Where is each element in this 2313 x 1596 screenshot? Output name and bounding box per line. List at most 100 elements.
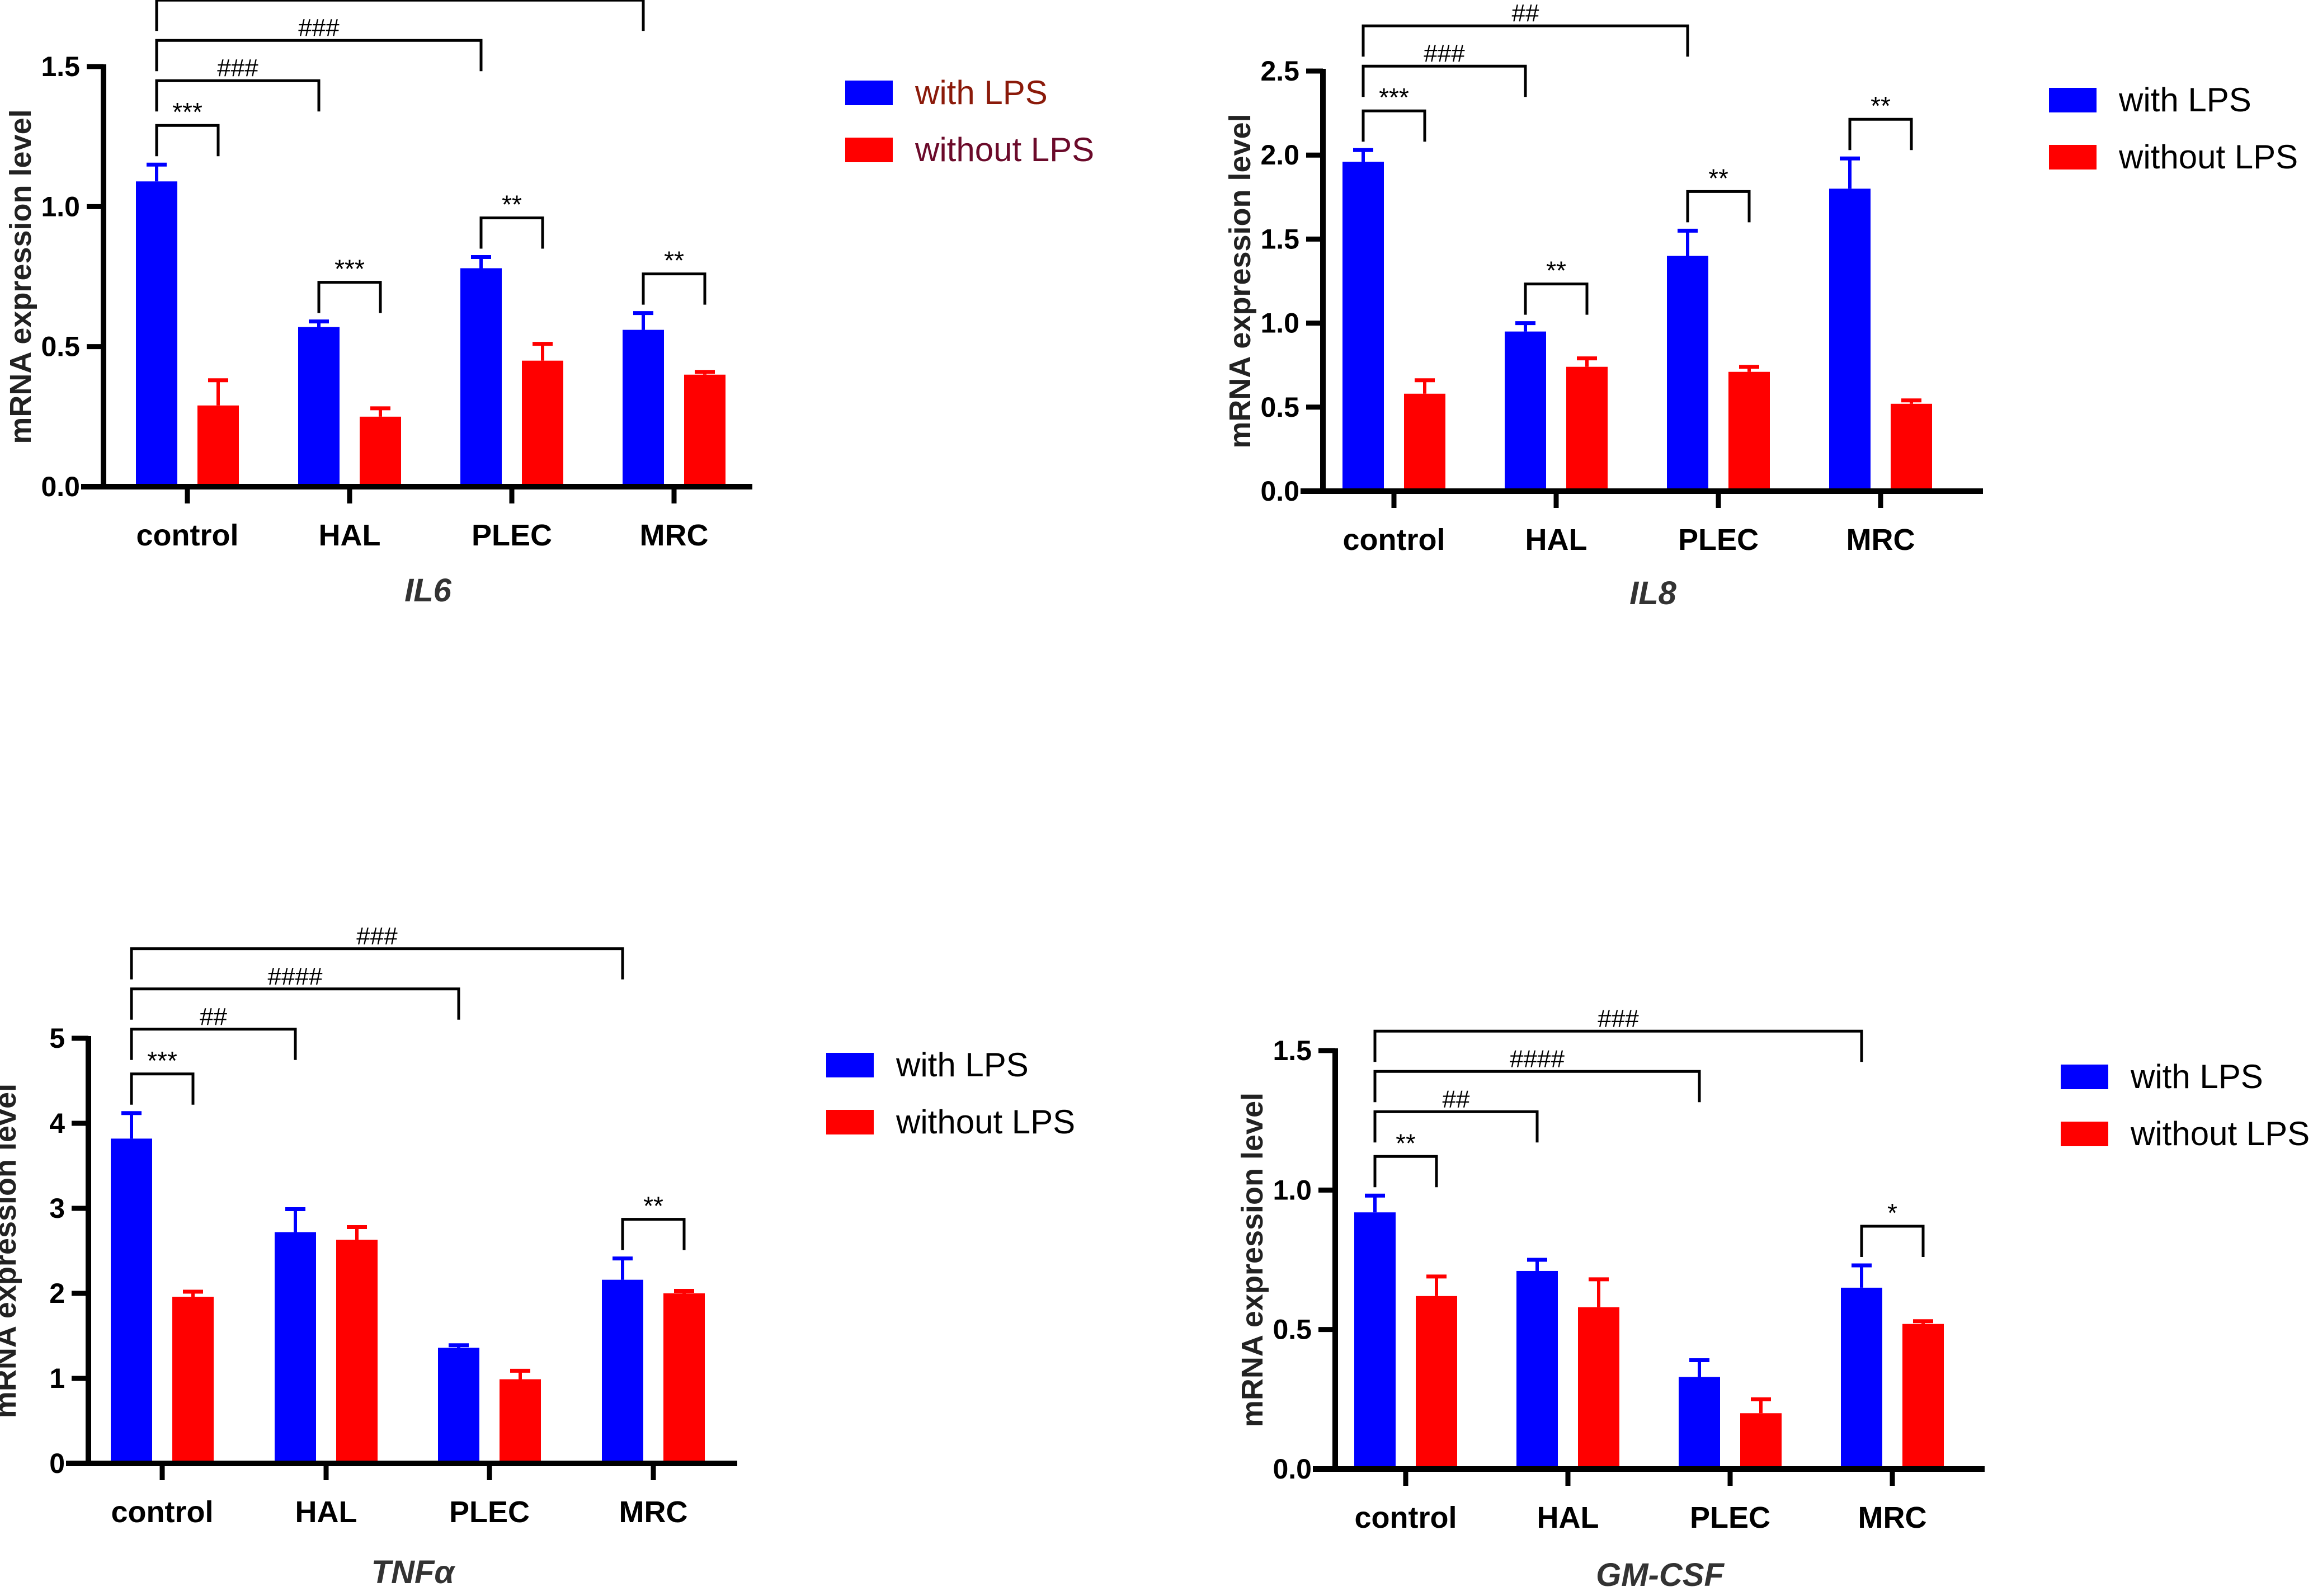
significance-label: ** (1396, 1128, 1416, 1157)
y-tick-label: 1.0 (1260, 308, 1299, 339)
bar-without-lps-hal (336, 1240, 378, 1463)
comparison-label: ### (379, 0, 421, 1)
comparison-bracket (155, 79, 321, 112)
x-tick-label: HAL (295, 1495, 357, 1529)
y-axis-label: mRNA expression level (1236, 1093, 1269, 1427)
legend-label: with LPS (915, 74, 1048, 111)
legend-swatch (845, 81, 893, 105)
bar-with-lps-mrc (623, 329, 664, 487)
bar-without-lps-hal (360, 416, 401, 487)
chart-tnf-: 0 1 2 3 4 5 control HAL PLEC MRC mRNA expression l… (0, 922, 1075, 1590)
x-tick-label: MRC (1858, 1501, 1927, 1534)
bar-with-lps-plec (1679, 1377, 1720, 1469)
comparison-label: ### (356, 922, 398, 950)
comparison-bracket (155, 0, 645, 31)
comparison-label: ## (1512, 0, 1539, 27)
legend-swatch (2061, 1065, 2108, 1089)
significance-bracket (621, 1218, 686, 1250)
y-tick-label: 1 (49, 1363, 65, 1394)
bar-with-lps-control (1342, 162, 1384, 491)
y-tick-label: 1.5 (41, 51, 80, 82)
significance-label: ** (643, 1192, 663, 1221)
x-tick-label: control (1343, 523, 1445, 557)
bar-without-lps-hal (1578, 1307, 1619, 1469)
legend-swatch (2061, 1122, 2108, 1146)
x-tick-label: HAL (1525, 523, 1587, 557)
y-tick-label: 5 (49, 1023, 65, 1054)
bar-with-lps-mrc (1841, 1287, 1882, 1469)
x-tick-label: control (136, 519, 239, 552)
chart-gm-csf: 0.0 0.5 1.0 1.5 control HAL PLEC MRC mRNA expres… (1236, 1005, 2310, 1593)
legend-swatch (845, 138, 893, 162)
comparison-label: ### (298, 14, 340, 41)
significance-bracket (155, 124, 220, 157)
y-axis-label: mRNA expression level (0, 1084, 22, 1418)
y-tick-label: 1.5 (1260, 223, 1299, 255)
x-tick-label: MRC (1846, 523, 1915, 557)
bar-without-lps-control (1416, 1296, 1457, 1469)
significance-bracket (1524, 283, 1589, 315)
significance-label: ** (664, 246, 684, 275)
y-tick-label: 0.0 (41, 471, 80, 502)
comparison-bracket (1373, 1029, 1863, 1062)
y-tick-label: 0.5 (41, 331, 80, 362)
legend-label: without LPS (2130, 1115, 2310, 1152)
bar-with-lps-plec (438, 1348, 479, 1463)
comparison-bracket (130, 947, 624, 980)
significance-label: *** (147, 1046, 177, 1075)
bar-with-lps-control (1354, 1212, 1396, 1469)
chart-il6: 0.0 0.5 1.0 1.5 control HAL PLEC MRC mRNA expres… (4, 0, 1094, 609)
bar-with-lps-control (111, 1138, 152, 1463)
legend-label: without LPS (915, 131, 1094, 168)
y-tick-label: 2.5 (1260, 55, 1299, 87)
bar-with-lps-hal (1516, 1270, 1558, 1469)
comparison-label: ### (1424, 40, 1465, 67)
bar-without-lps-plec (1728, 371, 1770, 491)
legend-label: with LPS (2130, 1058, 2263, 1095)
y-tick-label: 0.0 (1273, 1453, 1312, 1485)
legend-swatch (826, 1053, 874, 1077)
bar-without-lps-plec (1740, 1413, 1782, 1469)
significance-label: ** (1871, 91, 1891, 120)
x-tick-label: PLEC (472, 519, 552, 552)
significance-label: ** (1708, 163, 1728, 192)
bar-with-lps-hal (298, 327, 340, 487)
comparison-label: ## (1443, 1085, 1470, 1113)
significance-bracket (1362, 109, 1426, 142)
significance-label: ** (502, 190, 522, 219)
y-tick-label: 2.0 (1260, 139, 1299, 171)
legend-swatch (2049, 88, 2097, 112)
significance-bracket (1373, 1155, 1438, 1188)
significance-bracket (1686, 190, 1751, 223)
chart-title: IL6 (404, 572, 452, 609)
legend-swatch (826, 1110, 874, 1134)
bar-without-lps-hal (1566, 366, 1608, 491)
comparison-bracket (1373, 1110, 1539, 1143)
significance-label: ** (1546, 256, 1566, 285)
bar-without-lps-mrc (663, 1293, 705, 1463)
x-tick-label: MRC (619, 1495, 688, 1529)
y-tick-label: 3 (49, 1193, 65, 1224)
x-tick-label: PLEC (1690, 1501, 1770, 1534)
y-tick-label: 2 (49, 1278, 65, 1309)
legend-label: without LPS (2118, 138, 2298, 176)
bar-without-lps-mrc (1902, 1324, 1944, 1469)
bar-with-lps-control (136, 181, 177, 487)
comparison-label: ### (1598, 1005, 1639, 1032)
x-tick-label: PLEC (449, 1495, 530, 1529)
bar-with-lps-plec (1667, 256, 1708, 491)
legend-label: with LPS (2118, 81, 2251, 119)
bar-without-lps-control (1404, 393, 1445, 491)
y-tick-label: 4 (49, 1108, 65, 1139)
comparison-label: #### (1510, 1045, 1565, 1072)
significance-label: * (1887, 1198, 1897, 1227)
comparison-bracket (1362, 64, 1527, 97)
x-tick-label: HAL (319, 519, 381, 552)
significance-bracket (130, 1072, 195, 1105)
y-tick-label: 1.5 (1273, 1035, 1312, 1066)
significance-label: *** (335, 255, 365, 284)
x-tick-label: control (111, 1495, 214, 1529)
x-tick-label: MRC (640, 519, 709, 552)
y-tick-label: 0 (49, 1448, 65, 1479)
